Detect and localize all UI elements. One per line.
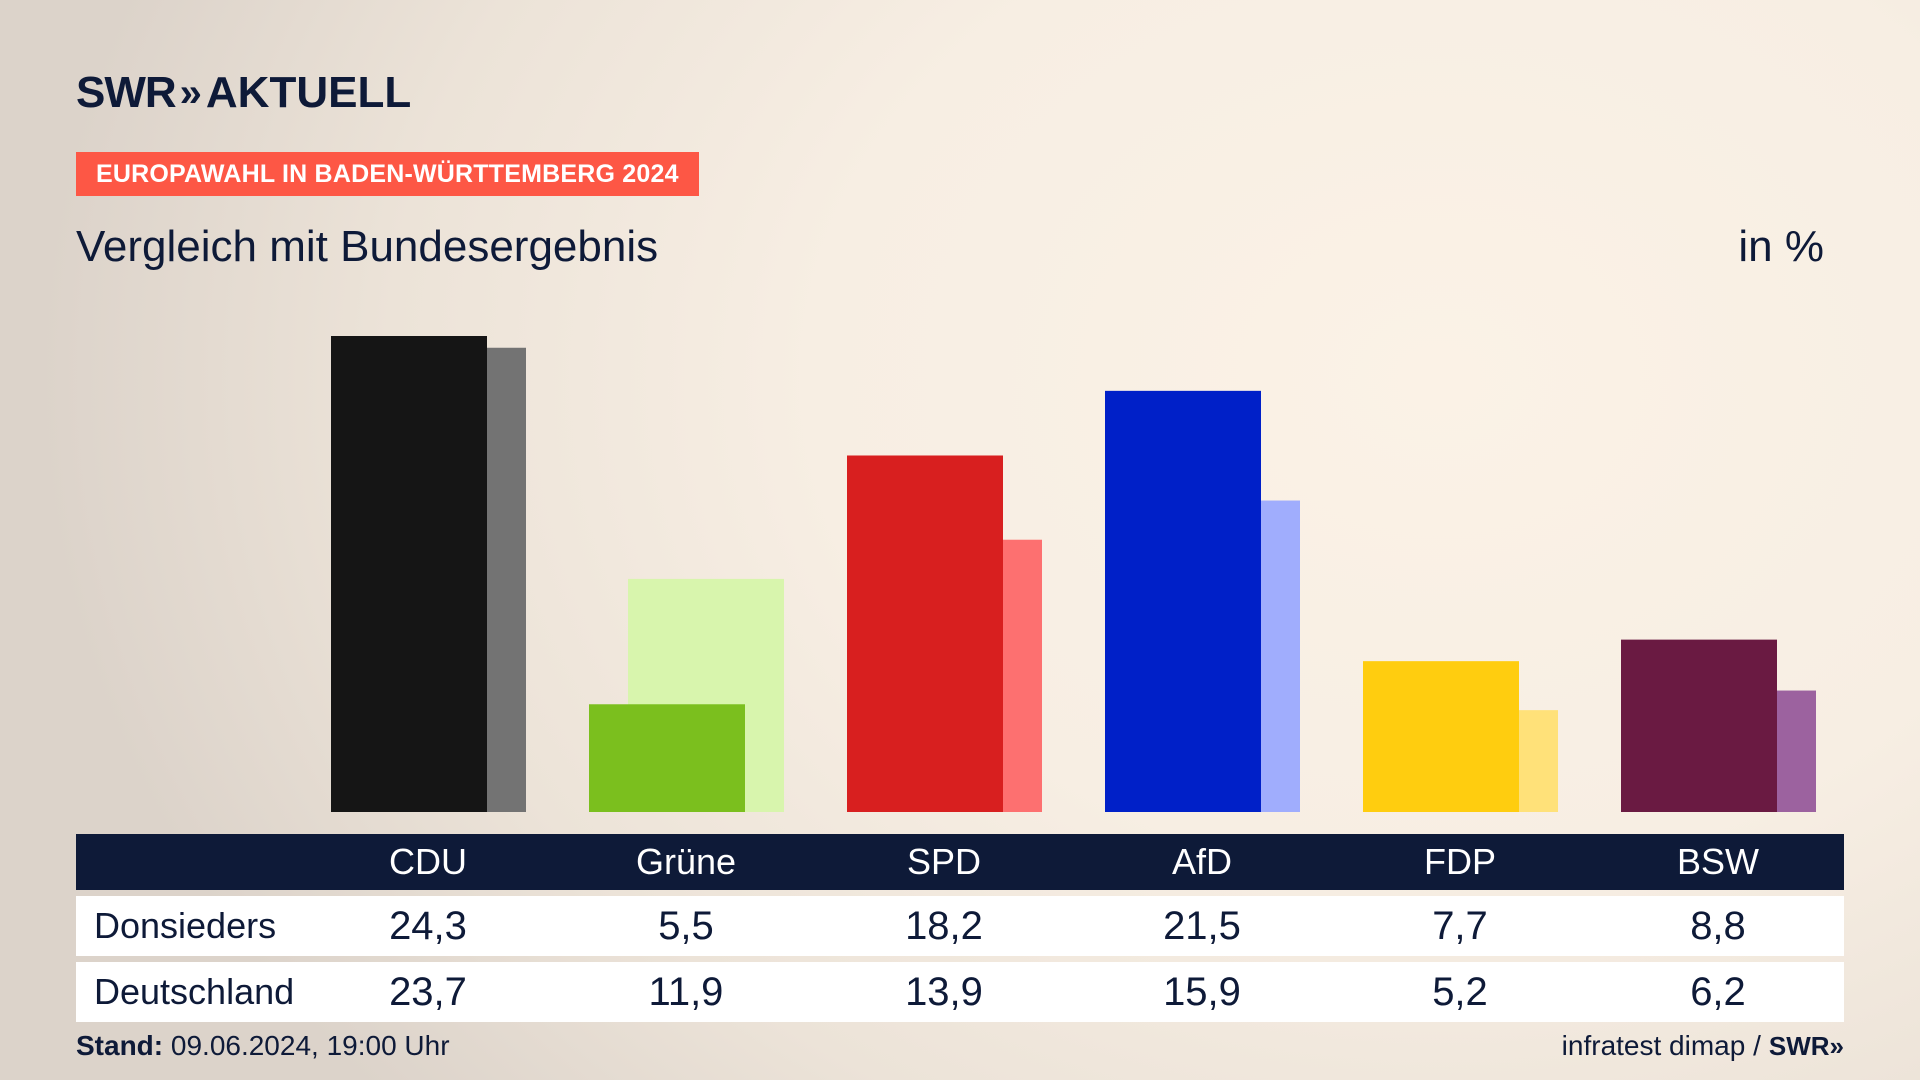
bar-secondary-fdp: [1519, 710, 1558, 812]
logo-swr-text: SWR: [76, 68, 177, 117]
table-cell: 11,9: [648, 969, 724, 1014]
table-cell: 5,2: [1432, 969, 1488, 1014]
table-cell: 13,9: [905, 969, 983, 1014]
topic-tag: EUROPAWAHL IN BADEN-WÜRTTEMBERG 2024: [76, 152, 699, 196]
header-cdu: CDU: [389, 841, 467, 882]
results-table: CDU Grüne SPD AfD FDP BSW Donsieders 24,…: [76, 834, 1844, 1022]
source-text: infratest dimap /: [1561, 1030, 1761, 1061]
logo-aktuell-text: AKTUELL: [205, 68, 412, 117]
table-cell: 21,5: [1163, 903, 1241, 948]
table-cell: 6,2: [1690, 969, 1746, 1014]
bar-secondary-bsw: [1777, 690, 1816, 812]
table-cell: 5,5: [658, 903, 714, 948]
chart-subtitle: Vergleich mit Bundesergebnis: [76, 222, 659, 271]
table-cell: 18,2: [905, 903, 983, 948]
timestamp: Stand: 09.06.2024, 19:00 Uhr: [76, 1030, 450, 1062]
bar-secondary-afd: [1261, 500, 1300, 812]
table-cell: 15,9: [1163, 969, 1241, 1014]
table-cell: 7,7: [1432, 903, 1488, 948]
source-credit: infratest dimap / SWR»: [1562, 1030, 1844, 1062]
table-row: Deutschland 23,7 11,9 13,9 15,9 5,2 6,2: [76, 962, 1844, 1022]
row-label: Donsieders: [94, 905, 277, 946]
swr-aktuell-logo: SWR » AKTUELL: [76, 68, 412, 117]
header-afd: AfD: [1171, 841, 1232, 882]
header-spd: SPD: [906, 841, 982, 882]
table-row: Donsieders 24,3 5,5 18,2 21,5 7,7 8,8: [76, 896, 1844, 956]
table-cell: 24,3: [389, 903, 467, 948]
bar-primary-afd: [1105, 390, 1261, 812]
bar-primary-fdp: [1363, 661, 1519, 812]
unit-label: in %: [1738, 222, 1824, 271]
row-label: Deutschland: [94, 971, 295, 1012]
header-gruene: Grüne: [635, 841, 737, 882]
table-header-row: CDU Grüne SPD AfD FDP BSW: [76, 834, 1844, 890]
bar-primary-spd: [847, 455, 1003, 812]
table-cell: 23,7: [389, 969, 467, 1014]
header-bsw: BSW: [1676, 841, 1759, 882]
stand-value: 09.06.2024, 19:00 Uhr: [170, 1030, 450, 1061]
bar-primary-grüne: [589, 704, 745, 812]
header-fdp: FDP: [1424, 841, 1496, 882]
swr-mini-logo: SWR»: [1768, 1030, 1844, 1061]
bar-secondary-spd: [1003, 539, 1042, 812]
table-cell: 8,8: [1690, 903, 1746, 948]
bar-primary-cdu: [331, 336, 487, 812]
bar-chart: [331, 336, 1816, 812]
stand-label: Stand:: [76, 1030, 164, 1061]
bar-primary-bsw: [1621, 639, 1777, 812]
bar-secondary-cdu: [487, 347, 526, 812]
